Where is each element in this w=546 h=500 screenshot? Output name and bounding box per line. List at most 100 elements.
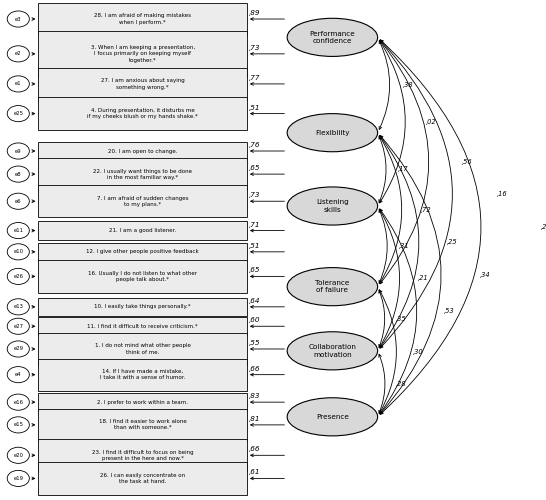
Text: 22. I usually want things to be done
in the most familiar way.*: 22. I usually want things to be done in … <box>93 168 192 179</box>
Text: ,66: ,66 <box>250 366 261 372</box>
Text: e25: e25 <box>13 111 23 116</box>
Ellipse shape <box>7 76 29 92</box>
FancyBboxPatch shape <box>38 3 247 35</box>
Text: 4. During presentation, it disturbs me
if my cheeks blush or my hands shake.*: 4. During presentation, it disturbs me i… <box>87 108 198 119</box>
Text: e13: e13 <box>13 304 23 310</box>
Text: e29: e29 <box>13 346 23 352</box>
Text: ,65: ,65 <box>250 165 261 171</box>
Ellipse shape <box>7 318 29 334</box>
FancyBboxPatch shape <box>38 393 247 411</box>
Text: ,38: ,38 <box>403 82 414 88</box>
Text: ,89: ,89 <box>250 10 261 16</box>
Text: ,51: ,51 <box>250 104 261 110</box>
FancyBboxPatch shape <box>38 158 247 190</box>
Ellipse shape <box>287 398 378 436</box>
Text: 23. I find it difficult to focus on being
present in the here and now.*: 23. I find it difficult to focus on bein… <box>92 450 193 461</box>
Ellipse shape <box>7 268 29 284</box>
FancyBboxPatch shape <box>38 31 247 77</box>
Text: e16: e16 <box>13 400 23 404</box>
Text: Tolerance
of failure: Tolerance of failure <box>315 280 349 293</box>
Text: 18. I find it easier to work alone
than with someone.*: 18. I find it easier to work alone than … <box>99 420 187 430</box>
Text: Presence: Presence <box>316 414 349 420</box>
Ellipse shape <box>7 244 29 260</box>
Text: e9: e9 <box>15 148 22 154</box>
Text: ,64: ,64 <box>250 298 261 304</box>
Text: ,28: ,28 <box>396 381 407 387</box>
Text: ,30: ,30 <box>413 348 424 354</box>
Ellipse shape <box>7 222 29 238</box>
Text: ,72: ,72 <box>421 206 432 212</box>
Text: 28. I am afraid of making mistakes
when I perform.*: 28. I am afraid of making mistakes when … <box>94 14 191 24</box>
Ellipse shape <box>7 470 29 486</box>
Text: ,71: ,71 <box>250 222 261 228</box>
Text: e1: e1 <box>15 82 22 86</box>
FancyBboxPatch shape <box>38 439 247 472</box>
Text: ,73: ,73 <box>250 45 261 51</box>
Ellipse shape <box>7 299 29 315</box>
FancyBboxPatch shape <box>38 98 247 130</box>
Ellipse shape <box>287 18 378 57</box>
Text: ,02: ,02 <box>426 118 437 124</box>
FancyBboxPatch shape <box>38 358 247 391</box>
Text: ,35: ,35 <box>396 316 406 322</box>
Text: ,21: ,21 <box>418 276 429 281</box>
FancyBboxPatch shape <box>38 260 247 292</box>
Text: Performance
confidence: Performance confidence <box>310 30 355 44</box>
Ellipse shape <box>7 11 29 27</box>
FancyBboxPatch shape <box>38 462 247 494</box>
Text: ,61: ,61 <box>250 470 261 476</box>
Text: Flexibility: Flexibility <box>315 130 349 136</box>
Text: e4: e4 <box>15 372 22 377</box>
Text: e19: e19 <box>13 476 23 481</box>
Ellipse shape <box>7 106 29 122</box>
Ellipse shape <box>7 417 29 433</box>
Ellipse shape <box>7 447 29 464</box>
FancyBboxPatch shape <box>38 222 247 240</box>
Text: 20. I am open to change.: 20. I am open to change. <box>108 148 177 154</box>
Ellipse shape <box>7 46 29 62</box>
Text: e6: e6 <box>15 198 22 203</box>
Text: 1. I do not mind what other people
think of me.: 1. I do not mind what other people think… <box>94 344 191 354</box>
Text: ,17: ,17 <box>397 166 408 172</box>
Text: ,55: ,55 <box>250 340 261 346</box>
Text: Listening
skills: Listening skills <box>316 200 349 213</box>
Ellipse shape <box>7 366 29 382</box>
Text: ,73: ,73 <box>250 192 261 198</box>
Text: e11: e11 <box>13 228 23 233</box>
Text: ,16: ,16 <box>497 191 508 197</box>
Text: e3: e3 <box>15 16 21 21</box>
Ellipse shape <box>287 187 378 225</box>
Text: ,25: ,25 <box>447 239 458 245</box>
Ellipse shape <box>7 193 29 210</box>
Text: e27: e27 <box>13 324 23 329</box>
Text: ,65: ,65 <box>250 268 261 274</box>
Text: ,81: ,81 <box>250 416 261 422</box>
Text: ,66: ,66 <box>250 446 261 452</box>
Text: ,76: ,76 <box>250 142 261 148</box>
Text: ,51: ,51 <box>250 243 261 249</box>
Text: 26. I can easily concentrate on
the task at hand.: 26. I can easily concentrate on the task… <box>100 473 185 484</box>
FancyBboxPatch shape <box>38 317 247 336</box>
Text: 3. When I am keeping a presentation,
I focus primarily on keeping myself
togethe: 3. When I am keeping a presentation, I f… <box>91 45 195 62</box>
Text: ,34: ,34 <box>480 272 491 278</box>
Text: 27. I am anxious about saying
something wrong.*: 27. I am anxious about saying something … <box>101 78 185 90</box>
Ellipse shape <box>287 332 378 370</box>
Text: ,83: ,83 <box>250 393 261 399</box>
Ellipse shape <box>7 166 29 182</box>
FancyBboxPatch shape <box>38 333 247 365</box>
Text: ,53: ,53 <box>444 308 454 314</box>
Text: ,60: ,60 <box>250 318 261 324</box>
Ellipse shape <box>287 268 378 306</box>
Text: ,27: ,27 <box>541 224 546 230</box>
Text: 16. Usually I do not listen to what other
people talk about.*: 16. Usually I do not listen to what othe… <box>88 271 197 282</box>
FancyBboxPatch shape <box>38 242 247 261</box>
Text: e2: e2 <box>15 52 22 57</box>
Text: Collaboration
motivation: Collaboration motivation <box>308 344 357 358</box>
Text: e26: e26 <box>13 274 23 279</box>
Ellipse shape <box>287 114 378 152</box>
Text: 10. I easily take things personally.*: 10. I easily take things personally.* <box>94 304 191 310</box>
Text: ,31: ,31 <box>399 244 410 250</box>
Text: 7. I am afraid of sudden changes
to my plans.*: 7. I am afraid of sudden changes to my p… <box>97 196 188 207</box>
Text: 14. If I have made a mistake,
I take it with a sense of humor.: 14. If I have made a mistake, I take it … <box>100 369 185 380</box>
FancyBboxPatch shape <box>38 68 247 100</box>
